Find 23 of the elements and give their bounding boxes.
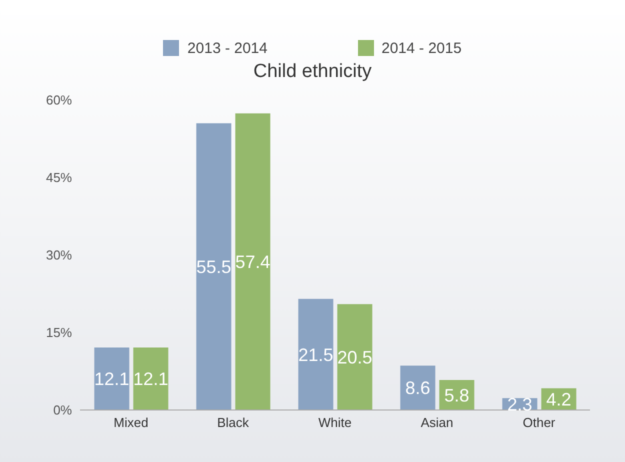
legend-label: 2014 - 2015 [382, 40, 462, 56]
data-label: 12.1 [133, 369, 168, 390]
data-label: 12.1 [94, 369, 130, 390]
x-tick-label: White [318, 415, 352, 430]
x-tick-label: Black [217, 415, 250, 430]
x-tick-label: Asian [420, 415, 454, 430]
data-label: 55.5 [196, 257, 232, 278]
data-label: 8.6 [405, 378, 430, 398]
x-tick-label: Other [522, 415, 556, 430]
y-tick-label: 60% [46, 92, 72, 108]
data-label: 4.2 [546, 390, 572, 410]
data-label: 21.5 [298, 344, 334, 365]
data-label: 20.5 [337, 347, 372, 368]
legend-label: 2013 - 2014 [187, 40, 268, 56]
y-tick-label: 30% [46, 248, 72, 263]
x-tick-label: Mixed [114, 415, 148, 430]
data-label: 5.8 [444, 385, 470, 406]
data-label: 57.4 [235, 252, 270, 272]
y-tick-label: 15% [46, 325, 72, 340]
y-tick-label: 45% [46, 170, 72, 186]
data-label: 2.3 [507, 394, 532, 414]
y-tick-label: 0% [53, 402, 72, 418]
chart-title: Child ethnicity [252, 61, 373, 83]
